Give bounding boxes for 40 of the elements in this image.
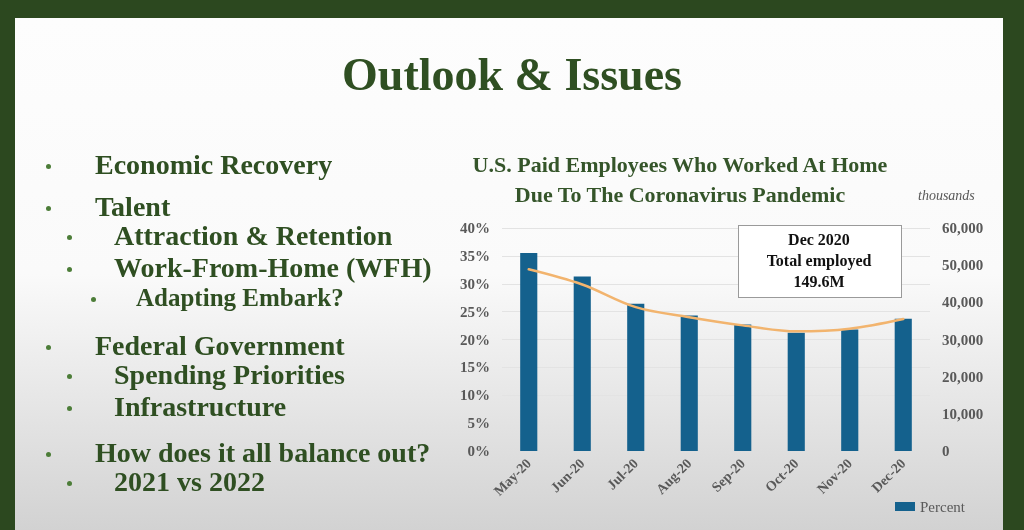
bar <box>627 303 645 451</box>
legend-label: Percent <box>920 498 966 515</box>
text: Talent <box>95 191 171 223</box>
y-tick-label: 10% <box>460 387 490 404</box>
bar <box>680 315 698 451</box>
y2-tick-label: 20,000 <box>942 368 984 385</box>
bar <box>841 329 859 451</box>
y-tick-label: 30% <box>460 275 490 292</box>
y2-tick-label: 0 <box>942 443 950 459</box>
text: Infrastructure <box>114 391 287 423</box>
y2-tick-label: 10,000 <box>942 405 984 422</box>
y2-tick-label: 50,000 <box>942 257 984 274</box>
y-tick-label: 5% <box>467 415 490 432</box>
y-tick-label: 35% <box>460 247 490 264</box>
y-tick-label: 20% <box>460 331 490 348</box>
text: How does it all balance out? <box>95 437 431 469</box>
y2-tick-label: 30,000 <box>942 331 984 348</box>
y-tick-label: 15% <box>460 359 490 376</box>
y2-axis-title: thousands <box>918 187 976 203</box>
line-series <box>527 268 905 333</box>
y-tick-label: 40% <box>460 220 490 236</box>
bar <box>894 318 912 451</box>
bar <box>573 276 591 451</box>
annotation: Dec 2020 Total employed 149.6M <box>765 230 873 292</box>
text: Adapting Embark? <box>136 283 344 313</box>
text: Work-From-Home (WFH) <box>114 252 432 284</box>
text: Attraction & Retention <box>114 220 393 252</box>
y2-tick-label: 40,000 <box>942 294 984 311</box>
y-tick-label: 25% <box>460 303 490 320</box>
y2-tick-label: 60,000 <box>942 220 984 236</box>
y-tick-label: 0% <box>467 443 490 459</box>
chart-subtitle: U.S. Paid Employees Who Worked At Home Due To The Coronavirus Pandemic <box>471 151 889 209</box>
text: Spending Priorities <box>114 359 346 391</box>
text: 2021 vs 2022 <box>114 466 265 498</box>
bar <box>520 253 538 451</box>
chart-title: Outlook & Issues <box>341 48 683 102</box>
bar <box>787 332 805 451</box>
text: Federal Government <box>95 330 345 362</box>
text: Economic Recovery <box>95 149 333 181</box>
bar <box>734 324 752 451</box>
